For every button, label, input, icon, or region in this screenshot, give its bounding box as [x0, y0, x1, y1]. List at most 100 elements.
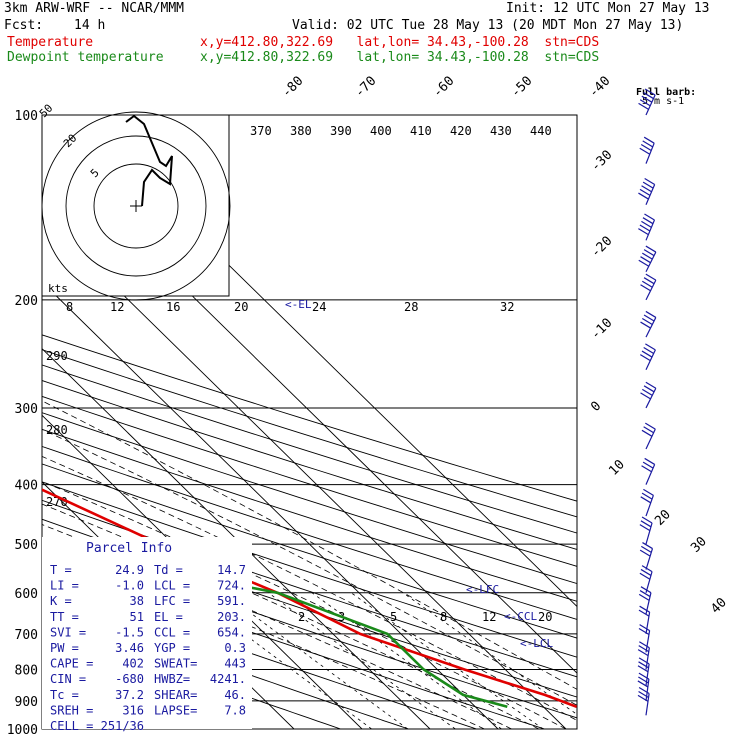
level-annotation: <-LFC — [466, 583, 499, 596]
parcel-param-value: 37.2 — [115, 688, 144, 702]
parcel-param-label: LI = — [50, 579, 79, 593]
mixing-ratio-label: 5 — [390, 610, 397, 624]
wind-barb-flag — [644, 422, 656, 430]
wind-barb-staff — [645, 142, 655, 164]
mixing-ratio-line — [402, 592, 577, 715]
wind-barb-flag — [641, 516, 653, 524]
wind-barb-flag — [638, 593, 650, 601]
wind-barb-flag — [640, 586, 652, 594]
wind-barb-flag — [639, 99, 651, 107]
wind-barb-staff — [645, 219, 656, 241]
moist-adiabat-line — [42, 480, 567, 729]
wind-barb-flag — [641, 388, 653, 396]
wind-barb-flag — [640, 568, 652, 576]
isotherm-tick-label: -50 — [508, 74, 535, 101]
wind-barb-flag — [643, 277, 655, 285]
wind-barb-flag — [643, 136, 655, 144]
wind-barb-flag — [642, 140, 654, 148]
isentrope-label: 390 — [330, 124, 352, 138]
wind-barb-flag — [642, 181, 654, 189]
mixing-ratio-label: 12 — [482, 610, 496, 624]
isotherm-line — [42, 347, 431, 729]
wind-barb-legend-title: Full barb: — [636, 87, 696, 98]
parcel-param-label: LFC = — [154, 594, 190, 608]
theta-e-label: 24 — [312, 300, 326, 314]
isotherm-tick-label: -80 — [279, 74, 306, 101]
wind-barb-flag — [643, 249, 655, 257]
moist-adiabat-line — [42, 455, 577, 721]
wind-barb-flag — [641, 565, 653, 573]
isotherm-tick-label: -30 — [588, 148, 615, 175]
wind-barb-flag — [638, 259, 650, 267]
isentrope-label: 370 — [250, 124, 272, 138]
dry-adiabat-label: 280 — [46, 423, 68, 437]
wind-barb-flag — [641, 350, 653, 358]
wind-barb-staff — [645, 279, 657, 301]
wind-barb-flag — [639, 188, 651, 196]
moist-adiabat-line — [42, 428, 577, 706]
pressure-tick-label: 100 — [15, 109, 38, 124]
parcel-param-label: CAPE = — [50, 657, 93, 671]
pressure-tick-label: 500 — [15, 538, 38, 553]
parcel-param-label: LCL = — [154, 579, 190, 593]
wind-barb-flag — [641, 185, 652, 193]
wind-barb-flag — [640, 284, 651, 292]
dewpoint-legend-label: Dewpoint temperature — [7, 50, 164, 65]
parcel-param-label: Td = — [154, 563, 183, 577]
parcel-param-label: PW = — [50, 641, 79, 655]
dry-adiabat-line — [42, 412, 577, 585]
theta-e-label: 16 — [166, 300, 180, 314]
parcel-param-value: 46. — [224, 688, 246, 702]
isotherm-tick-label: 30 — [688, 534, 710, 556]
parcel-param-value: 203. — [217, 610, 246, 624]
temperature-profile — [42, 488, 577, 709]
wind-barb-flag — [637, 665, 649, 673]
isotherm-tick-label: -20 — [588, 234, 615, 261]
parcel-param-value: 24.9 — [115, 563, 144, 577]
wind-barb-flag — [638, 228, 649, 236]
wind-barb-flag — [638, 627, 650, 636]
forecast-label: Fcst: — [4, 18, 44, 33]
isotherm-tick-label: -60 — [430, 74, 457, 101]
wind-barb-staff — [645, 428, 656, 450]
wind-barb-flag — [637, 649, 649, 657]
isotherm-line — [42, 281, 499, 729]
wind-barb-flag — [641, 280, 653, 288]
parcel-param-value: 0.3 — [224, 641, 246, 655]
parcel-param-value: 51 — [130, 610, 144, 624]
dry-adiabat-line — [42, 428, 577, 602]
wind-barb-flag — [638, 609, 650, 617]
dry-adiabat-line — [42, 463, 577, 639]
wind-barb-flag — [641, 220, 652, 228]
parcel-param-label: SWEAT= — [154, 657, 197, 671]
dry-adiabat-line — [42, 600, 409, 729]
wind-barb-flag — [645, 343, 656, 351]
wind-barb-flag — [641, 252, 653, 260]
temperature-location-info: x,y=412.80,322.69 lat,lon= 34.43,-100.28… — [200, 35, 600, 50]
parcel-param-label: SVI = — [50, 625, 86, 639]
isentrope-label: 400 — [370, 124, 392, 138]
wind-barb-flag — [639, 549, 651, 557]
wind-barb-flag — [637, 680, 649, 688]
isentrope-label: 420 — [450, 124, 472, 138]
theta-e-label: 28 — [404, 300, 418, 314]
plot-frame — [41, 114, 578, 730]
wind-barb-flag — [644, 457, 655, 465]
isotherm-tick-label: 10 — [606, 457, 628, 479]
wind-barb-flag — [638, 672, 650, 680]
dry-adiabat-line — [42, 481, 577, 658]
pressure-tick-label: 800 — [15, 663, 38, 678]
parcel-param-label: CCL = — [154, 625, 190, 639]
wind-barb-flag — [643, 346, 654, 354]
parcel-param-value: 654. — [217, 625, 246, 639]
parcel-param-value: 316 — [122, 703, 144, 717]
mixing-ratio-label: 8 — [440, 610, 447, 624]
wind-barb-flag — [639, 590, 651, 598]
parcel-param-value: 591. — [217, 594, 246, 608]
level-annotation: <-CCL — [504, 610, 537, 623]
wind-barb-flag — [637, 694, 649, 702]
wind-barb-flag — [641, 317, 653, 326]
dewpoint-profile — [42, 539, 508, 709]
init-time: Init: 12 UTC Mon 27 May 13 — [506, 1, 710, 16]
wind-barb-flag — [642, 461, 654, 469]
